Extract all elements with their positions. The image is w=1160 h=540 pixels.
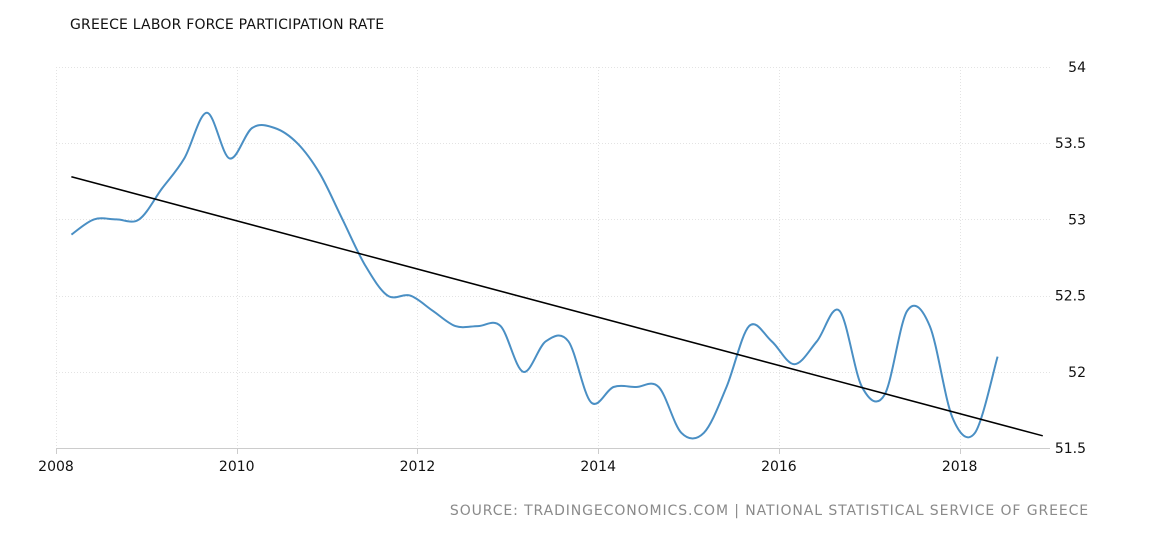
gridlines — [56, 67, 1050, 449]
series-line — [70, 111, 999, 440]
x-tick-label: 2010 — [219, 459, 255, 475]
source-attribution: SOURCE: TRADINGECONOMICS.COM | NATIONAL … — [449, 503, 1089, 519]
x-tick-label: 2008 — [38, 459, 74, 475]
y-tick-label: 52.5 — [1055, 289, 1086, 305]
tick-labels: 2008 2010 2012 2014 2016 2018 54 53.5 53 52.5 52 51… — [38, 60, 1086, 475]
x-tick-label: 2018 — [942, 459, 978, 475]
x-tick-label: 2014 — [580, 459, 616, 475]
x-tick-label: 2016 — [761, 459, 797, 475]
x-tick-label: 2012 — [400, 459, 436, 475]
trend-line — [71, 176, 1043, 437]
y-tick-label: 53.5 — [1055, 136, 1086, 152]
y-tick-label: 51.5 — [1055, 441, 1086, 457]
y-tick-label: 54 — [1068, 60, 1086, 76]
series-layer — [70, 111, 1043, 440]
y-tick-label: 53 — [1068, 212, 1086, 228]
chart-title: GREECE LABOR FORCE PARTICIPATION RATE — [70, 17, 385, 33]
y-tick-label: 52 — [1068, 365, 1086, 381]
axes — [56, 448, 1050, 454]
